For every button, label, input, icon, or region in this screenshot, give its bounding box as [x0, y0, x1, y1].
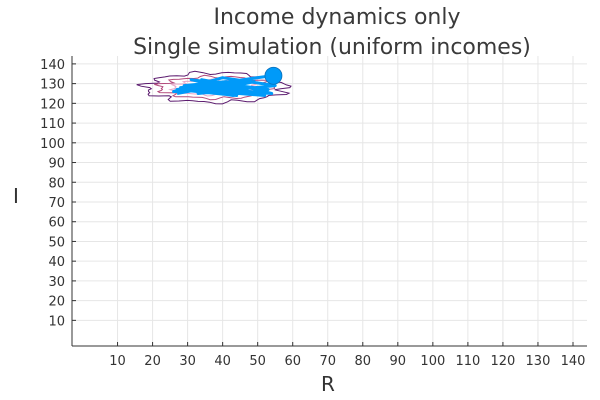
y-tick-label: 80	[48, 176, 65, 191]
x-tick-label: 80	[355, 354, 372, 369]
x-tick-label: 30	[179, 354, 196, 369]
axes	[71, 56, 587, 347]
y-axis-label: I	[13, 184, 19, 208]
y-tick-label: 130	[40, 78, 65, 93]
x-tick-label: 90	[390, 354, 407, 369]
x-tick-label: 60	[284, 354, 301, 369]
x-tick-label: 20	[144, 354, 161, 369]
density-contour	[154, 74, 276, 101]
y-tick-label: 50	[48, 235, 65, 250]
y-tick-label: 90	[48, 157, 65, 172]
x-tick-label: 40	[214, 354, 231, 369]
y-tick-label: 120	[40, 97, 65, 112]
x-tick-label: 110	[455, 354, 480, 369]
y-tick-label: 100	[40, 137, 65, 152]
trajectory-series	[172, 66, 283, 97]
x-tick-label: 10	[109, 354, 126, 369]
y-tick-label: 40	[48, 255, 65, 270]
y-tick-label: 110	[40, 117, 65, 132]
y-tick-labels: 10 20 30 40 50 60 70 80 90 100 110 120 130 140	[40, 58, 76, 329]
x-tick-labels: 10 20 30 40 50 60 70 80 90 100 110 120 130 140	[109, 342, 585, 369]
y-tick-label: 20	[48, 295, 65, 310]
x-tick-label: 50	[249, 354, 266, 369]
density-contour	[136, 70, 292, 105]
chart-title: Income dynamics only	[214, 5, 461, 30]
x-tick-label: 100	[420, 354, 445, 369]
x-axis-label: R	[321, 372, 335, 396]
x-tick-label: 140	[561, 354, 586, 369]
y-tick-label: 70	[48, 196, 65, 211]
x-tick-label: 70	[319, 354, 336, 369]
x-tick-label: 120	[491, 354, 516, 369]
trajectory-endpoint	[264, 66, 283, 85]
y-tick-label: 10	[48, 314, 65, 329]
grid	[72, 56, 587, 346]
y-tick-label: 140	[40, 58, 65, 73]
chart-subtitle: Single simulation (uniform incomes)	[133, 35, 531, 60]
x-tick-label: 130	[526, 354, 551, 369]
trajectory-line	[172, 74, 277, 97]
y-tick-label: 30	[48, 275, 65, 290]
y-tick-label: 60	[48, 216, 65, 231]
